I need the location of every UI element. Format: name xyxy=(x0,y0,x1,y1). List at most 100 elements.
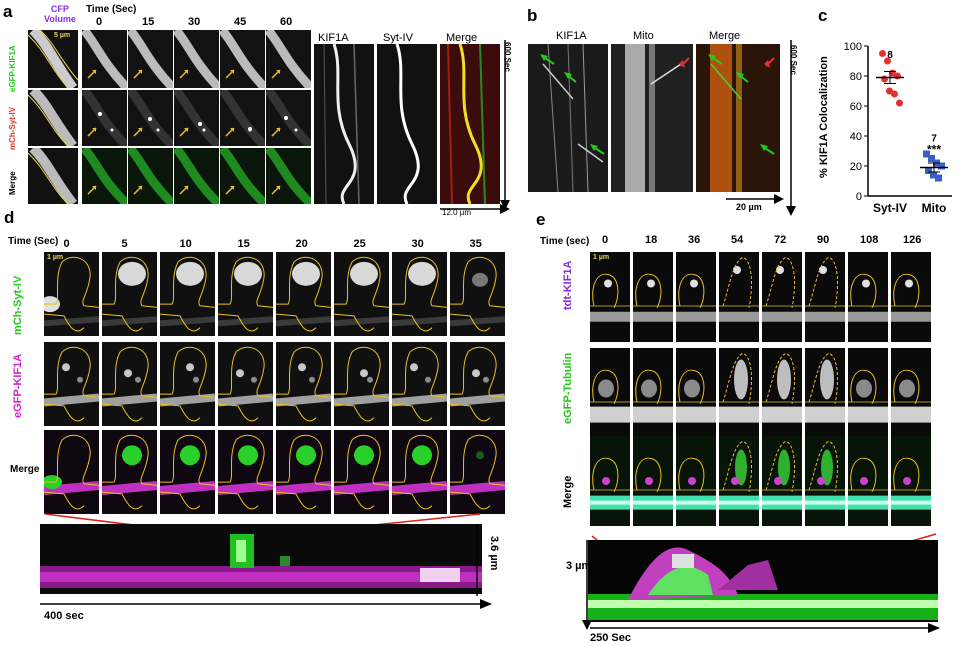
chart-ytick-label: 60 xyxy=(850,101,862,113)
frame-e-r2-c4 xyxy=(762,436,802,526)
time-label-d-3: 15 xyxy=(237,238,250,250)
frame-d-r0-c3 xyxy=(218,252,273,336)
frame-a-r0-c3 xyxy=(220,30,265,88)
frame-d-r2-c7 xyxy=(450,430,505,514)
chart-point xyxy=(928,155,935,162)
frame-a-r0-c0 xyxy=(82,30,127,88)
cfp-image-row1: 5 µm xyxy=(28,30,78,88)
time-label-e-6: 108 xyxy=(860,234,879,246)
frame-d-r0-c0: 1 µm xyxy=(44,252,99,336)
time-label-a-0: 0 xyxy=(96,16,103,28)
time-label-d-2: 10 xyxy=(179,238,192,250)
time-label-d-5: 25 xyxy=(353,238,366,250)
chart-point xyxy=(925,167,932,174)
chart-ytick-label: 20 xyxy=(850,161,862,173)
frame-a-r1-c4 xyxy=(266,90,311,146)
time-label-a: Time (Sec) xyxy=(86,4,137,15)
row-label-mch-syt-iv-d: mCh-Syt-IV xyxy=(12,275,24,335)
time-label-e-5: 90 xyxy=(817,234,830,246)
row-label-merge-a: Merge xyxy=(8,171,17,195)
kymograph-mito-b xyxy=(611,44,693,192)
frame-e-r1-c2 xyxy=(676,348,716,438)
kymograph-kif1a-b xyxy=(528,44,608,192)
kymo-title-merge-b: Merge xyxy=(709,30,741,42)
time-label-d-7: 35 xyxy=(469,238,482,250)
frame-e-r1-c1 xyxy=(633,348,673,438)
cfp-label-line1: CFP xyxy=(50,4,69,14)
frame-d-r2-c0 xyxy=(44,430,99,514)
time-label-d-0: 0 xyxy=(63,238,70,250)
frame-e-r0-c6 xyxy=(848,252,888,342)
frame-e-r1-c4 xyxy=(762,348,802,438)
scale-label-e: 1 µm xyxy=(593,254,610,261)
frame-a-r1-c0 xyxy=(82,90,127,146)
frame-d-r2-c1 xyxy=(102,430,157,514)
chart-point xyxy=(894,72,901,80)
frame-d-r1-c2 xyxy=(160,342,215,426)
frame-e-r2-c2 xyxy=(676,436,716,526)
kymo-time-arrow-a xyxy=(500,40,510,210)
frame-a-r0-c4 xyxy=(266,30,311,88)
frame-a-r2-c2 xyxy=(174,148,219,204)
scale-label-d: 1 µm xyxy=(47,254,64,261)
time-label-e-7: 126 xyxy=(903,234,922,246)
frame-e-r1-c5 xyxy=(805,348,845,438)
frame-d-r1-c6 xyxy=(392,342,447,426)
kymo-title-kif1a-a: KIF1A xyxy=(318,32,349,44)
frame-e-r1-c6 xyxy=(848,348,888,438)
frame-d-r2-c2 xyxy=(160,430,215,514)
time-label-e: Time (sec) xyxy=(540,236,590,247)
time-label-d-6: 30 xyxy=(411,238,424,250)
panel-letter-c: c xyxy=(818,6,828,25)
frame-e-r1-c3 xyxy=(719,348,759,438)
time-label-e-1: 18 xyxy=(645,234,658,246)
chart-point xyxy=(938,162,945,170)
frame-d-r1-c7 xyxy=(450,342,505,426)
frame-e-r0-c4 xyxy=(762,252,802,342)
frame-a-r1-c2 xyxy=(174,90,219,146)
frame-d-r0-c6 xyxy=(392,252,447,336)
frame-d-r0-c2 xyxy=(160,252,215,336)
row-label-egfp-kif1a: eGFP-KIF1A xyxy=(8,45,17,92)
kymo-height-arrow-e xyxy=(582,540,592,630)
chart-ylabel: % KIF1A Colocalization xyxy=(818,56,830,178)
time-label-a-2: 30 xyxy=(188,16,201,28)
frame-e-r0-c7 xyxy=(891,252,931,342)
kymo-title-mito-b: Mito xyxy=(633,30,654,42)
kymograph-syt-iv xyxy=(377,44,437,204)
kymo-time-label-a: 600 Sec xyxy=(503,42,512,72)
panel-letter-d: d xyxy=(4,208,15,227)
frame-a-r2-c3 xyxy=(220,148,265,204)
frame-e-r0-c2 xyxy=(676,252,716,342)
kymograph-e xyxy=(588,540,938,622)
frame-d-r1-c5 xyxy=(334,342,389,426)
chart-significance: *** xyxy=(927,143,941,157)
frame-a-r1-c3 xyxy=(220,90,265,146)
frame-e-r0-c1 xyxy=(633,252,673,342)
frame-e-r2-c6 xyxy=(848,436,888,526)
kymo-title-merge-a: Merge xyxy=(446,32,478,44)
chart-ytick-label: 40 xyxy=(850,131,862,143)
frame-e-r0-c3 xyxy=(719,252,759,342)
frame-a-r0-c1 xyxy=(128,30,173,88)
frame-e-r1-c0 xyxy=(590,348,630,438)
kymograph-kif1a-a xyxy=(314,44,374,204)
kymo-time-label-d: 400 sec xyxy=(44,610,84,622)
frame-d-r1-c0 xyxy=(44,342,99,426)
cfp-volume-label: CFP Volume xyxy=(44,4,76,24)
chart-point xyxy=(923,150,930,158)
time-label-a-1: 15 xyxy=(142,16,155,28)
frame-d-r0-c1 xyxy=(102,252,157,336)
frame-d-r0-c7 xyxy=(450,252,505,336)
chart-n-label: 7 xyxy=(931,134,937,145)
kymo-title-syt-iv: Syt-IV xyxy=(383,32,413,44)
kymo-scale-label-b: 20 µm xyxy=(736,202,762,212)
chart-point xyxy=(891,90,898,98)
colocalization-chart: 0 20 40 60 80 100 8 Syt-IV 7 Mito *** xyxy=(844,41,952,215)
kymo-scale-arrow-a xyxy=(440,204,510,214)
row-label-mch-syt-iv: mCh-Syt-IV xyxy=(8,106,17,150)
frame-d-r0-c4 xyxy=(276,252,331,336)
chart-point xyxy=(896,99,903,107)
kymo-title-kif1a-b: KIF1A xyxy=(556,30,587,42)
kymo-time-arrow-b xyxy=(786,40,796,216)
